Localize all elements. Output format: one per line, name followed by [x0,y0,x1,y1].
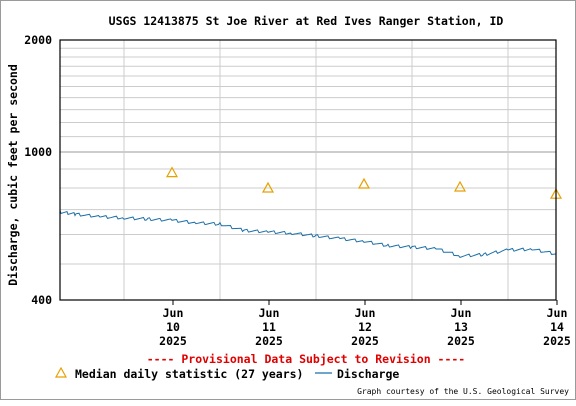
legend: Median daily statistic (27 years) Discha… [54,366,399,381]
legend-discharge-label: Discharge [337,367,399,381]
chart-title: USGS 12413875 St Joe River at Red Ives R… [109,14,504,28]
y-axis-label: Discharge, cubic feet per second [6,64,20,286]
x-tick-labels: Jun102025Jun112025Jun122025Jun132025Jun1… [159,300,571,348]
legend-median-triangle-icon [54,366,68,378]
x-tick-label: 11 [262,320,276,334]
median-point [453,180,467,192]
x-tick-label: 2025 [255,334,283,348]
provisional-notice: ---- Provisional Data Subject to Revisio… [147,352,466,366]
median-point [165,166,179,178]
x-tick-label: 2025 [543,334,571,348]
x-tick-label: 2025 [159,334,187,348]
plot-border [59,39,557,301]
x-tick-label: Jun [259,306,280,320]
median-point [357,177,371,189]
x-tick-label: 2025 [447,334,475,348]
plot-area [59,166,563,258]
x-tick-label: Jun [355,306,376,320]
y-tick-label: 2000 [24,33,52,47]
x-tick-label: 2025 [351,334,379,348]
x-tick-label: 12 [358,320,372,334]
y-tick-label: 400 [31,293,52,307]
median-point [261,181,275,193]
y-tick-label: 1000 [24,145,52,159]
x-tick-label: 10 [166,320,180,334]
x-tick-label: Jun [451,306,472,320]
x-tick-label: 14 [550,320,564,334]
legend-median-label: Median daily statistic (27 years) [75,367,303,381]
y-tick-labels: 400 1000 2000 [24,33,52,307]
usgs-credit: Graph courtesy of the U.S. Geological Su… [357,387,569,396]
discharge-line [59,210,557,258]
x-tick-label: Jun [163,306,184,320]
x-tick-label: 13 [454,320,468,334]
grid-lines [60,40,556,300]
x-tick-label: Jun [547,306,568,320]
